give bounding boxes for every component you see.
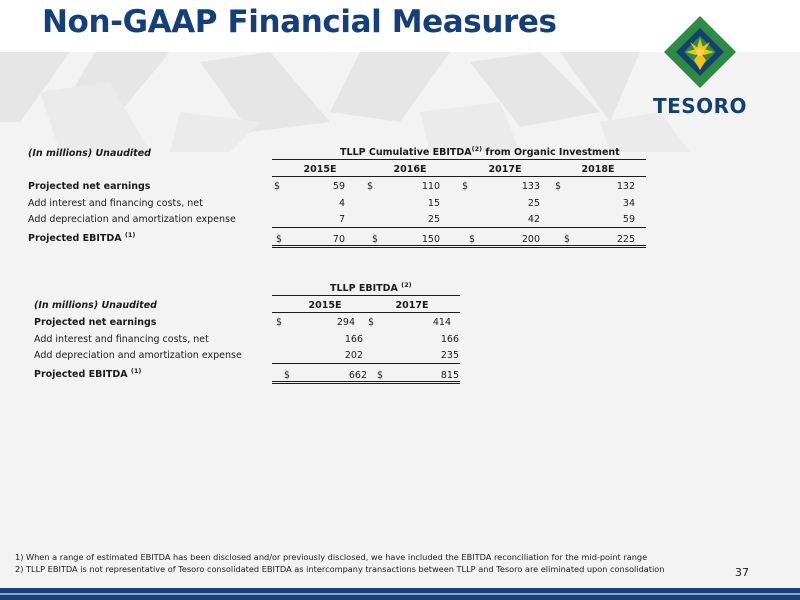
row-label: Add depreciation and amortization expens… <box>34 350 242 361</box>
table-title-text: TLLP EBITDA <box>330 283 402 294</box>
cell-value: 202 <box>344 350 363 361</box>
table-title-sup: (2) <box>401 280 412 289</box>
table-title: TLLP EBITDA (2) <box>330 282 412 295</box>
cell-value: 4 <box>338 198 345 209</box>
cell-value: 166 <box>344 334 363 345</box>
title-underline <box>272 159 646 160</box>
cell-value: 25 <box>427 214 440 225</box>
currency-sign: $ <box>276 234 283 245</box>
bottom-bar <box>0 588 800 600</box>
bottom-bar-stripe <box>0 593 800 595</box>
column-header: 2015E <box>308 300 342 311</box>
cell-value: 59 <box>622 214 635 225</box>
table-title-text: TLLP Cumulative EBITDA <box>340 147 472 158</box>
row-label-sup: (1) <box>130 366 142 375</box>
cell-value: 25 <box>527 198 540 209</box>
cell-value: 42 <box>527 214 540 225</box>
currency-sign: $ <box>372 234 379 245</box>
row-label: Projected EBITDA (1) <box>28 232 135 245</box>
table-title-sup: (2) <box>471 144 483 153</box>
logo-text: TESORO <box>652 94 748 118</box>
page-title: Non-GAAP Financial Measures <box>42 4 557 40</box>
column-header: 2015E <box>303 164 337 175</box>
currency-sign: $ <box>276 317 283 328</box>
title-band <box>0 0 800 52</box>
currency-sign: $ <box>367 181 374 192</box>
header-underline <box>272 312 460 313</box>
title-underline <box>272 295 460 296</box>
currency-sign: $ <box>274 181 281 192</box>
unit-label: (In millions) Unaudited <box>28 148 151 159</box>
tesoro-logo: TESORO <box>648 14 752 122</box>
total-double-rule <box>272 381 460 384</box>
cell-value: 7 <box>338 214 345 225</box>
cell-value: 200 <box>521 234 540 245</box>
currency-sign: $ <box>284 370 291 381</box>
row-label-text: Projected EBITDA <box>34 369 131 380</box>
row-label: Projected net earnings <box>34 317 157 328</box>
currency-sign: $ <box>377 370 384 381</box>
column-header: 2016E <box>393 164 427 175</box>
row-label: Add depreciation and amortization expens… <box>28 214 236 225</box>
cell-value: 34 <box>622 198 635 209</box>
row-label-text: Projected EBITDA <box>28 233 125 244</box>
cell-value: 133 <box>521 181 540 192</box>
cell-value: 294 <box>336 317 355 328</box>
table-title-suffix: from Organic Investment <box>482 147 620 158</box>
cell-value: 132 <box>616 181 635 192</box>
column-header: 2017E <box>488 164 522 175</box>
cell-value: 414 <box>432 317 451 328</box>
table-title: TLLP Cumulative EBITDA(2) from Organic I… <box>340 146 620 159</box>
currency-sign: $ <box>462 181 469 192</box>
currency-sign: $ <box>469 234 476 245</box>
row-label: Add interest and financing costs, net <box>34 334 209 345</box>
row-label: Projected net earnings <box>28 181 151 192</box>
cell-value: 815 <box>440 370 459 381</box>
cell-value: 235 <box>440 350 459 361</box>
column-header: 2018E <box>581 164 615 175</box>
currency-sign: $ <box>368 317 375 328</box>
total-double-rule <box>272 245 646 248</box>
cell-value: 150 <box>421 234 440 245</box>
subtotal-rule <box>272 227 646 228</box>
page-number: 37 <box>735 566 749 579</box>
cell-value: 166 <box>440 334 459 345</box>
footnote: 2) TLLP EBITDA is not representative of … <box>15 564 665 574</box>
currency-sign: $ <box>555 181 562 192</box>
background-pattern <box>0 52 800 152</box>
cell-value: 70 <box>332 234 345 245</box>
currency-sign: $ <box>564 234 571 245</box>
cell-value: 59 <box>332 181 345 192</box>
row-label: Add interest and financing costs, net <box>28 198 203 209</box>
footnote: 1) When a range of estimated EBITDA has … <box>15 552 648 562</box>
subtotal-rule <box>272 363 460 364</box>
row-label-sup: (1) <box>124 230 136 239</box>
column-header: 2017E <box>395 300 429 311</box>
unit-label: (In millions) Unaudited <box>34 300 157 311</box>
cell-value: 225 <box>616 234 635 245</box>
cell-value: 15 <box>427 198 440 209</box>
header-underline <box>272 176 646 177</box>
row-label: Projected EBITDA (1) <box>34 368 141 381</box>
tesoro-diamond-icon <box>664 16 736 88</box>
cell-value: 110 <box>421 181 440 192</box>
cell-value: 662 <box>348 370 367 381</box>
